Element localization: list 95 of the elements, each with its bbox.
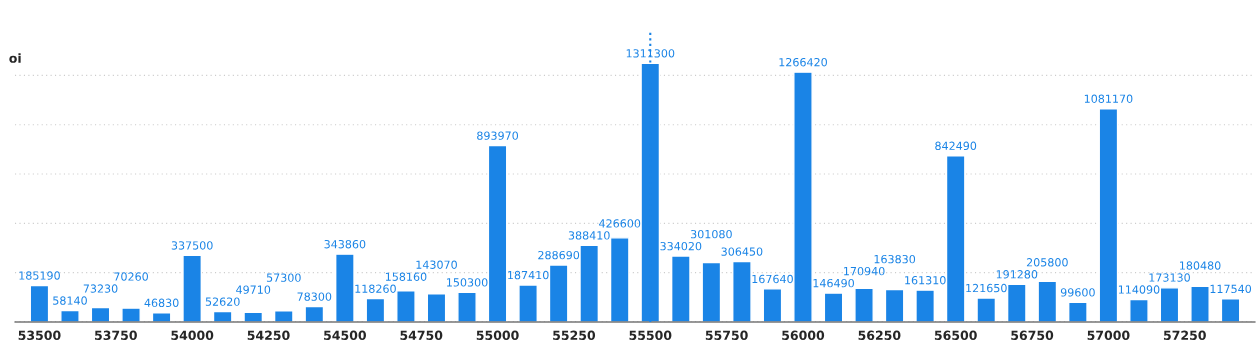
x-tick-label: 55750: [705, 330, 748, 341]
data-label: 842490: [935, 141, 977, 151]
data-label: 99600: [1060, 288, 1095, 297]
bar: [487, 144, 508, 322]
bar: [1037, 280, 1058, 322]
bar: [1220, 298, 1241, 322]
data-label: 301080: [690, 229, 732, 239]
bar: [29, 284, 50, 322]
bar: [1129, 298, 1149, 322]
bar: [365, 297, 386, 322]
data-label: 117540: [1210, 284, 1252, 294]
data-label: 337500: [171, 241, 213, 250]
bar: [334, 253, 355, 322]
data-label: 52620: [205, 297, 240, 306]
bar: [762, 288, 783, 322]
data-label: 163830: [874, 254, 916, 264]
data-label: 161310: [905, 276, 946, 285]
data-label: 334020: [660, 241, 702, 251]
bar: [945, 155, 966, 322]
data-label: 170940: [844, 266, 885, 276]
x-tick-label: 56500: [934, 330, 977, 341]
x-tick-label: 57000: [1087, 330, 1130, 341]
bar: [1159, 287, 1180, 322]
data-label: 173130: [1149, 273, 1190, 282]
bar: [273, 309, 294, 322]
data-label: 70260: [114, 272, 148, 281]
data-label: 306450: [721, 247, 763, 256]
data-label: 187410: [508, 270, 549, 280]
bar: [60, 309, 80, 322]
bar: [670, 255, 691, 322]
bar: [609, 237, 630, 322]
data-label: 1081170: [1084, 94, 1133, 103]
bar: [548, 264, 569, 322]
bar: [243, 311, 264, 322]
x-tick-label: 54500: [324, 330, 366, 341]
bar: [976, 297, 997, 322]
bar: [396, 290, 416, 322]
x-tick-label: 55000: [476, 330, 519, 341]
data-label: 121650: [966, 283, 1007, 293]
bar: [915, 289, 936, 322]
bar: [1190, 285, 1210, 322]
x-tick-label: 53750: [95, 330, 137, 341]
bar: [701, 261, 722, 322]
bar: [182, 254, 203, 322]
data-label: 388410: [568, 231, 610, 240]
data-label: 146490: [813, 278, 854, 288]
bar: [793, 71, 813, 322]
data-label: 78300: [297, 292, 332, 301]
x-tick-label: 54000: [171, 330, 214, 341]
bar: [518, 284, 538, 322]
data-label: 46830: [144, 298, 179, 308]
bar: [90, 306, 111, 322]
data-label: 143070: [416, 260, 457, 269]
data-label: 49710: [236, 285, 271, 294]
bar: [304, 305, 325, 322]
data-label: 426600: [599, 219, 641, 228]
data-label: 57300: [266, 273, 301, 282]
y-axis-title: oi: [9, 53, 21, 63]
data-label: 185190: [19, 271, 60, 280]
x-tick-label: 55500: [629, 330, 672, 341]
data-label: 158160: [385, 272, 427, 281]
data-label: 205800: [1026, 258, 1068, 267]
data-label: 114090: [1118, 285, 1160, 294]
x-tick-label: 56000: [782, 330, 825, 341]
bar: [1098, 107, 1119, 322]
bar: [823, 292, 844, 322]
x-tick-label: 56250: [858, 330, 901, 341]
bar: [1006, 283, 1027, 322]
x-tick-label: 54250: [247, 330, 290, 341]
x-tick-label: 56750: [1011, 330, 1054, 341]
data-label: 343860: [324, 240, 366, 249]
bar: [426, 293, 447, 322]
data-label: 893970: [477, 131, 519, 140]
bar: [457, 291, 477, 322]
x-tick-label: 55250: [553, 330, 596, 341]
data-label: 1311300: [626, 49, 675, 58]
bar: [884, 288, 905, 322]
data-label: 150300: [447, 278, 488, 287]
bar: [854, 287, 874, 322]
data-label: 58140: [53, 296, 87, 305]
x-tick-label: 53500: [18, 330, 61, 341]
bar: [579, 244, 600, 322]
data-label: 191280: [996, 270, 1038, 279]
bar: [1067, 301, 1088, 322]
x-tick-label: 54750: [400, 330, 443, 341]
bar: [121, 307, 141, 322]
x-tick-label: 57250: [1163, 330, 1206, 341]
bar: [212, 310, 233, 322]
data-label: 1266420: [779, 57, 827, 67]
data-label: 180480: [1180, 261, 1221, 270]
data-label: 118260: [355, 284, 396, 293]
bar: [732, 260, 752, 322]
data-label: 73230: [83, 284, 118, 293]
data-label: 167640: [752, 274, 793, 284]
data-label: 288690: [538, 250, 580, 260]
